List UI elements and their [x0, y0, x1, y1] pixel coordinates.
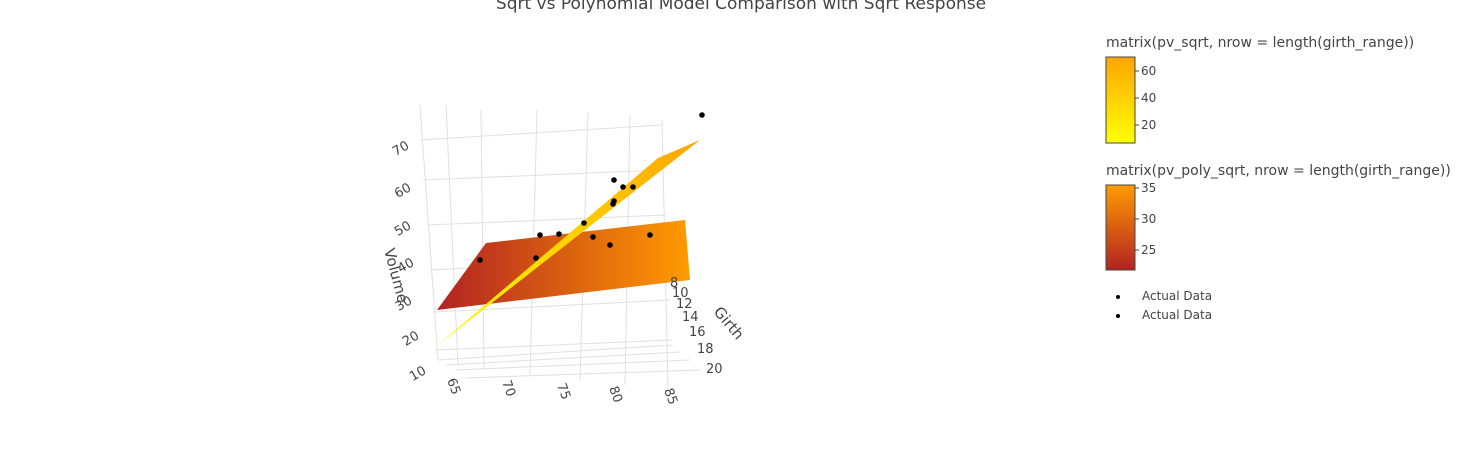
- colorbar-tick-label: 25: [1141, 243, 1156, 257]
- data-point[interactable]: [607, 242, 613, 248]
- z-axis-label: Volume: [380, 246, 412, 305]
- data-point[interactable]: [581, 220, 587, 226]
- data-point[interactable]: [647, 232, 653, 238]
- y-tick-label: 70: [498, 378, 518, 399]
- y-tick-label: 65: [443, 376, 463, 397]
- colorbar-tick-label: 60: [1141, 64, 1156, 78]
- x-tick-label: 18: [697, 342, 714, 357]
- legend-label: Actual Data: [1142, 308, 1213, 322]
- legend-marker-icon: [1116, 313, 1120, 318]
- x-tick-label: 20: [706, 362, 723, 377]
- data-point[interactable]: [477, 257, 483, 263]
- z-tick-label: 30: [393, 293, 415, 314]
- data-point[interactable]: [611, 198, 617, 204]
- x-tick-label: 8: [670, 276, 678, 291]
- colorbar-tick-label: 40: [1141, 91, 1156, 105]
- data-point[interactable]: [620, 184, 626, 190]
- z-tick-label: 40: [395, 255, 417, 276]
- x-tick-label: 12: [676, 297, 693, 312]
- colorbar-poly-sqrt-gradient: [1105, 184, 1136, 271]
- z-tick-label: 60: [392, 180, 414, 201]
- colorbar-tick-label: 35: [1141, 181, 1156, 195]
- colorbar-sqrt-gradient: [1105, 56, 1136, 144]
- data-point[interactable]: [537, 232, 543, 238]
- data-point[interactable]: [533, 255, 539, 261]
- y-axis-ticks: 65 70 75 80 85: [443, 376, 680, 407]
- z-tick-label: 10: [407, 363, 429, 384]
- y-tick-label: 85: [660, 386, 680, 407]
- data-point[interactable]: [699, 112, 705, 118]
- x-tick-label: 14: [682, 310, 699, 325]
- legend-label: Actual Data: [1142, 289, 1213, 303]
- y-tick-label: 75: [553, 381, 573, 402]
- legend-item-actual-data-1[interactable]: Actual Data: [1106, 289, 1212, 303]
- data-point[interactable]: [590, 234, 596, 240]
- colorbar-poly-sqrt-title: matrix(pv_poly_sqrt, nrow = length(girth…: [1106, 163, 1451, 179]
- surface-sqrt[interactable]: [438, 140, 700, 345]
- data-point[interactable]: [556, 231, 562, 237]
- z-tick-label: 50: [392, 218, 414, 239]
- actual-data-points: [477, 112, 705, 263]
- chart-title: Sqrt vs Polynomial Model Comparison with…: [495, 0, 987, 14]
- z-tick-label: 20: [400, 328, 422, 349]
- surface-poly-sqrt[interactable]: [437, 220, 690, 310]
- data-point[interactable]: [630, 184, 636, 190]
- y-tick-label: 80: [605, 384, 625, 405]
- x-axis-label: Girth: [710, 303, 748, 343]
- colorbar-tick-label: 30: [1141, 212, 1156, 226]
- colorbar-poly-sqrt: 25 30 35: [1105, 181, 1156, 271]
- legend-item-actual-data-2[interactable]: Actual Data: [1106, 308, 1212, 322]
- z-axis-ticks: 10 20 30 40 50 60 70: [390, 138, 429, 384]
- data-point[interactable]: [611, 177, 617, 183]
- z-tick-label: 70: [390, 138, 412, 159]
- colorbar-tick-label: 20: [1141, 118, 1156, 132]
- colorbar-sqrt: 20 40 60: [1105, 56, 1156, 144]
- x-tick-label: 10: [672, 286, 689, 301]
- x-tick-label: 16: [689, 325, 706, 340]
- legend-marker-icon: [1116, 294, 1120, 299]
- colorbar-sqrt-title: matrix(pv_sqrt, nrow = length(girth_rang…: [1106, 35, 1415, 51]
